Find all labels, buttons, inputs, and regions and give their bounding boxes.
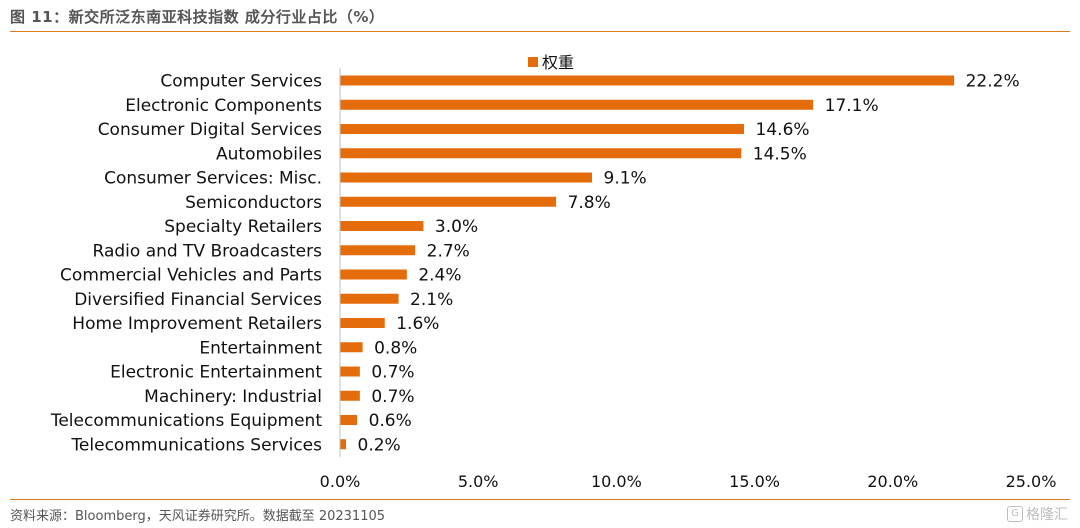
category-label: Telecommunications Services xyxy=(70,435,322,455)
data-label: 2.4% xyxy=(418,266,461,286)
watermark: G 格隆汇 xyxy=(1007,504,1068,524)
source-note: 资料来源：Bloomberg，天风证券研究所。数据截至 20231105 xyxy=(10,509,386,524)
chart-legend: 权重 xyxy=(528,53,574,72)
bar xyxy=(340,221,424,231)
bar xyxy=(340,318,385,328)
bar xyxy=(340,366,360,377)
data-label: 0.7% xyxy=(371,363,414,383)
x-tick-label: 5.0% xyxy=(458,472,499,491)
data-label: 14.6% xyxy=(756,120,810,140)
data-label: 7.8% xyxy=(568,193,611,213)
data-label: 0.2% xyxy=(358,435,401,455)
data-label: 1.6% xyxy=(396,314,439,334)
bar xyxy=(340,439,347,450)
bar xyxy=(340,390,360,401)
x-tick-label: 25.0% xyxy=(1006,472,1057,491)
category-label: Automobiles xyxy=(216,144,322,164)
bar xyxy=(340,124,745,134)
bar xyxy=(340,269,407,280)
data-label: 0.6% xyxy=(369,411,412,431)
source-divider xyxy=(10,499,1070,500)
category-label: Radio and TV Broadcasters xyxy=(93,241,323,261)
figure-title: 图 11：新交所泛东南亚科技指数 成分行业占比（%） xyxy=(10,8,385,26)
title-divider xyxy=(10,31,1070,32)
bar xyxy=(340,342,363,353)
data-label: 9.1% xyxy=(604,169,647,189)
category-label: Consumer Services: Misc. xyxy=(104,169,322,189)
bar xyxy=(340,245,416,256)
category-label: Commercial Vehicles and Parts xyxy=(60,266,322,286)
category-label: Diversified Financial Services xyxy=(74,290,322,310)
category-label: Computer Services xyxy=(160,72,322,92)
x-tick-label: 0.0% xyxy=(320,472,361,491)
category-label: Specialty Retailers xyxy=(164,217,322,237)
bar xyxy=(340,148,742,159)
category-label: Electronic Components xyxy=(125,96,322,116)
bar xyxy=(340,172,593,183)
category-label: Home Improvement Retailers xyxy=(72,314,322,334)
category-label: Electronic Entertainment xyxy=(110,363,322,383)
category-label: Telecommunications Equipment xyxy=(50,411,322,431)
bar xyxy=(340,293,399,304)
data-label: 0.7% xyxy=(371,387,414,407)
data-label: 17.1% xyxy=(825,96,879,116)
bar xyxy=(340,415,358,425)
data-label: 14.5% xyxy=(753,144,807,164)
data-label: 3.0% xyxy=(435,217,478,237)
bar xyxy=(340,75,955,86)
data-label: 0.8% xyxy=(374,338,417,358)
category-label: Semiconductors xyxy=(185,193,322,213)
bar-chart: 权重 Computer Services 22.2% Electronic Comp… xyxy=(50,53,1057,491)
watermark-text: 格隆汇 xyxy=(1026,507,1068,523)
data-label: 2.1% xyxy=(410,290,453,310)
bar xyxy=(340,99,814,110)
data-label: 2.7% xyxy=(427,241,470,261)
data-label: 22.2% xyxy=(966,72,1020,92)
category-label: Consumer Digital Services xyxy=(98,120,322,140)
x-tick-label: 15.0% xyxy=(729,472,780,491)
x-tick-label: 10.0% xyxy=(591,472,642,491)
g-logo-icon: G xyxy=(1007,506,1023,522)
legend-label: 权重 xyxy=(542,53,574,72)
legend-swatch xyxy=(528,57,538,67)
category-label: Machinery: Industrial xyxy=(144,387,322,407)
bar xyxy=(340,196,557,207)
x-tick-label: 20.0% xyxy=(867,472,918,491)
category-label: Entertainment xyxy=(199,338,322,358)
